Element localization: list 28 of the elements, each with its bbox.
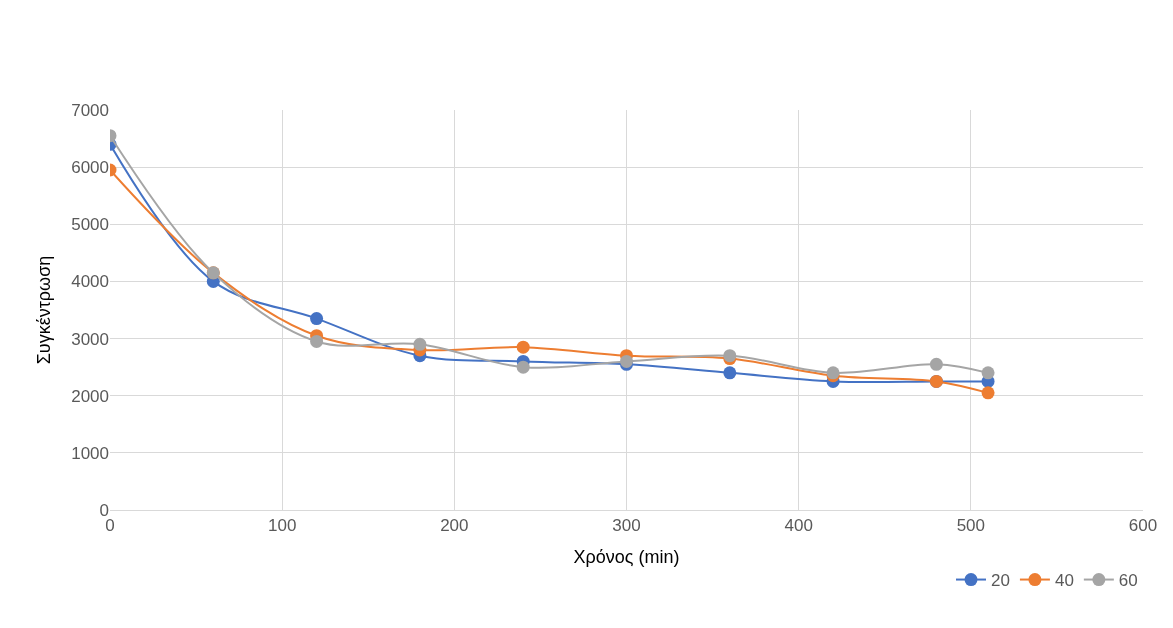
- point: [310, 334, 324, 348]
- x-tick-label: 600: [1128, 516, 1158, 536]
- y-tick-label: 5000: [71, 215, 109, 235]
- x-tick-label: 200: [440, 516, 469, 536]
- x-tick-label: 400: [784, 516, 813, 536]
- y-tick-label: 3000: [71, 329, 109, 349]
- point: [413, 337, 427, 351]
- y-tick-label: 1000: [71, 443, 109, 463]
- y-tick-label: 0: [99, 500, 109, 520]
- point: [516, 360, 530, 374]
- point: [723, 366, 737, 380]
- point: [929, 357, 943, 371]
- point: [310, 312, 324, 326]
- legend-label: 40: [1054, 571, 1074, 591]
- y-tick-label: 4000: [71, 272, 109, 292]
- x-tick-label: 500: [956, 516, 986, 536]
- legend-label: 60: [1118, 571, 1138, 591]
- point: [981, 386, 995, 400]
- y-axis-title: Συγκέντρωση: [34, 255, 55, 365]
- x-tick-label: 100: [267, 516, 297, 536]
- x-axis-title: Χρόνος (min): [573, 546, 680, 567]
- y-tick-label: 6000: [71, 158, 109, 178]
- point: [981, 366, 995, 380]
- x-tick-label: 300: [612, 516, 641, 536]
- y-tick-label: 2000: [71, 386, 109, 406]
- point: [516, 340, 530, 354]
- legend-label: 20: [991, 571, 1010, 591]
- y-tick-label: 7000: [71, 100, 109, 120]
